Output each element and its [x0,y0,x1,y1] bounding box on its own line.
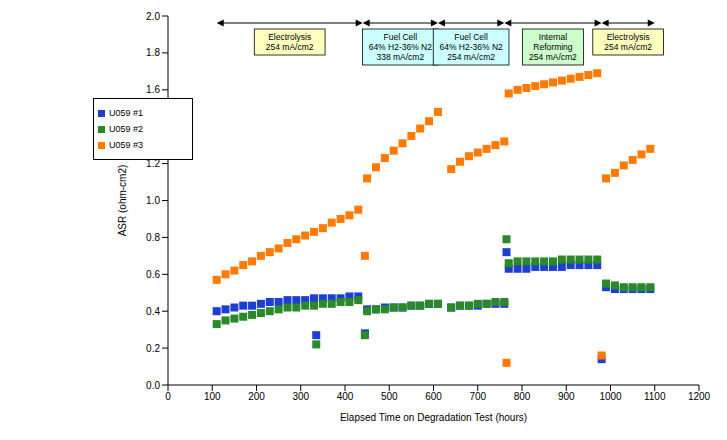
svg-text:100: 100 [204,391,221,402]
svg-text:0.4: 0.4 [146,306,160,317]
svg-text:0.0: 0.0 [146,380,160,391]
svg-text:400: 400 [337,391,354,402]
svg-text:Electrolysis: Electrolysis [607,32,650,42]
svg-text:500: 500 [381,391,398,402]
svg-text:0: 0 [165,391,171,402]
svg-text:254 mA/cm2: 254 mA/cm2 [529,52,577,62]
svg-text:300: 300 [292,391,309,402]
svg-text:0.2: 0.2 [146,343,160,354]
svg-text:Fuel Cell: Fuel Cell [454,32,488,42]
svg-text:1000: 1000 [599,391,622,402]
svg-text:1.8: 1.8 [146,47,160,58]
svg-text:1.2: 1.2 [146,158,160,169]
svg-text:254 mA/cm2: 254 mA/cm2 [266,42,314,52]
svg-text:254 mA/cm2: 254 mA/cm2 [447,52,495,62]
svg-text:1.6: 1.6 [146,84,160,95]
svg-text:1.4: 1.4 [146,121,160,132]
svg-text:2.0: 2.0 [146,11,160,22]
svg-text:700: 700 [469,391,486,402]
svg-text:1100: 1100 [644,391,666,402]
svg-text:Electrolysis: Electrolysis [268,32,311,42]
svg-text:Internal: Internal [539,32,567,42]
svg-text:Fuel Cell: Fuel Cell [384,32,418,42]
html-text:U059 #2: U059 #2 [109,124,143,134]
html-text:U059 #3: U059 #3 [109,140,143,150]
svg-text:0.6: 0.6 [146,269,160,280]
svg-text:1200: 1200 [688,391,711,402]
svg-text:900: 900 [558,391,575,402]
svg-text:600: 600 [425,391,442,402]
svg-text:200: 200 [248,391,265,402]
svg-text:800: 800 [514,391,531,402]
svg-text:1.0: 1.0 [146,195,160,206]
html-text:U059 #1: U059 #1 [109,108,143,118]
svg-text:254 mA/cm2: 254 mA/cm2 [604,42,652,52]
svg-text:64% H2-36% N2: 64% H2-36% N2 [439,42,503,52]
svg-text:ASR (ohm-cm2): ASR (ohm-cm2) [117,165,128,237]
svg-text:64% H2-36% N2: 64% H2-36% N2 [369,42,433,52]
svg-text:338 mA/cm2: 338 mA/cm2 [376,52,424,62]
svg-text:Reforming: Reforming [533,42,572,52]
svg-text:0.8: 0.8 [146,232,160,243]
svg-text:Elapsed Time on Degradation Te: Elapsed Time on Degradation Test (hours) [340,412,527,423]
